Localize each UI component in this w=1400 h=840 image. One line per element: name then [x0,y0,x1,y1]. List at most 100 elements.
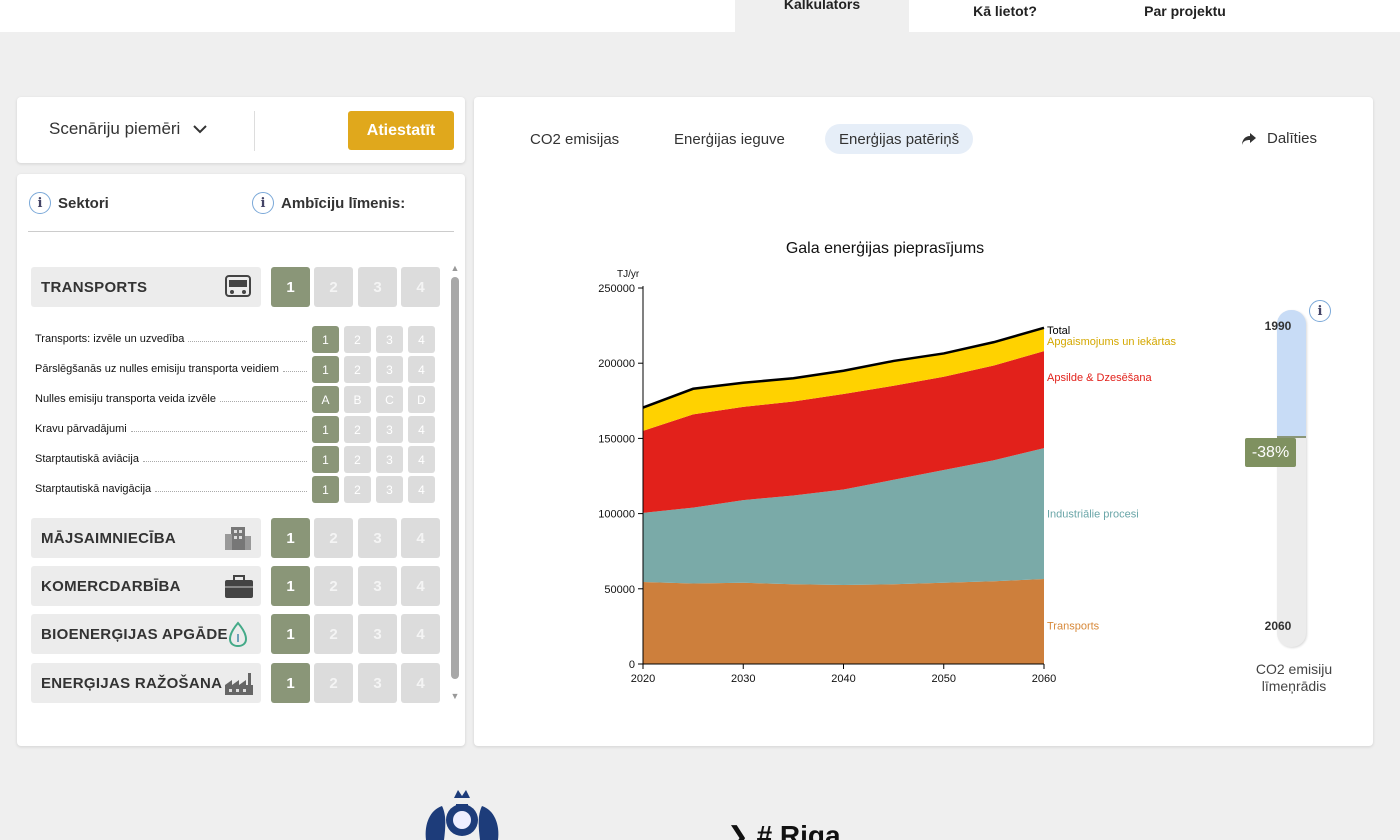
share-button[interactable]: Dalīties [1241,130,1317,147]
subsector-level-button[interactable]: 3 [376,446,403,473]
sector-label: ENERĢIJAS RAŽOŠANA [41,674,223,692]
series-label: Apgaismojums un iekārtas [1047,336,1177,348]
divider [254,111,255,151]
subsector-level-button[interactable]: 1 [312,476,339,503]
y-tick-label: 100000 [598,509,635,521]
subsector-level-button[interactable]: C [376,386,403,413]
sector-button[interactable]: MĀJSAIMNIECĪBA [31,518,261,558]
series-label: Transports [1047,621,1100,633]
subsector-level-button[interactable]: 2 [344,326,371,353]
subsector-level-button[interactable]: 3 [376,326,403,353]
ambition-level-button[interactable]: 1 [271,663,310,703]
subsector-label: Starptautiskā navigācija [35,483,152,495]
ambition-level-button[interactable]: 1 [271,614,310,654]
scroll-up-icon[interactable]: ▲ [450,263,460,273]
ambition-level-button[interactable]: 1 [271,267,310,307]
subsector-level-button[interactable]: 4 [408,416,435,443]
sectors-card: i Sektori i Ambīciju līmenis: TRANSPORTS… [17,174,465,746]
ambition-level-button[interactable]: 2 [314,566,353,606]
sector-button[interactable]: KOMERCDARBĪBA [31,566,261,606]
scenario-card: Scenāriju piemēri Atiestatīt [17,97,465,163]
subsector-level-button[interactable]: 4 [408,356,435,383]
ambition-level-button[interactable]: 3 [358,267,397,307]
ambition-level-button[interactable]: 3 [358,614,397,654]
subsector-level-button[interactable]: D [408,386,435,413]
subsector-level-button[interactable]: A [312,386,339,413]
subsector-level-button[interactable]: 1 [312,416,339,443]
factory-icon [225,673,253,695]
ambition-level-button[interactable]: 4 [401,267,440,307]
tab-energy-consumption[interactable]: Enerģijas patēriņš [825,124,974,154]
co2-meter-marker [1277,436,1306,438]
sectors-header: i Sektori [29,192,109,214]
sector-button[interactable]: BIOENERĢIJAS APGĀDE [31,614,261,654]
subsector-level-button[interactable]: 2 [344,356,371,383]
subsector-level-button[interactable]: 2 [344,476,371,503]
scrollbar-thumb[interactable] [451,277,459,679]
scenario-dropdown[interactable]: Scenāriju piemēri [49,119,208,139]
series-label: Apsilde & Dzesēšana [1047,372,1152,384]
ambition-level-button[interactable]: 4 [401,663,440,703]
subsector-level-button[interactable]: 2 [344,416,371,443]
sector-label: TRANSPORTS [41,278,148,296]
area-series-apsilde-dzes-ana [643,351,1044,513]
y-tick-label: 50000 [604,584,635,596]
dotted-leader [130,430,307,432]
subsector-level-button[interactable]: 4 [408,446,435,473]
ambition-level-button[interactable]: 2 [314,267,353,307]
tab-energy-production[interactable]: Enerģijas ieguve [674,130,785,148]
area-series-apgaismojums-un-iek-rtas [643,327,1044,431]
y-tick-label: 0 [629,659,635,671]
subsector-label: Kravu pārvadājumi [35,423,127,435]
sector-button[interactable]: TRANSPORTS [31,267,261,307]
subsector-level-button[interactable]: 4 [408,326,435,353]
y-tick-label: 200000 [598,358,635,370]
subsector-level-button[interactable]: B [344,386,371,413]
subsector-level-button[interactable]: 3 [376,356,403,383]
ambition-level-button[interactable]: 2 [314,518,353,558]
ambition-header: i Ambīciju līmenis: [252,192,405,214]
header-divider [28,231,454,232]
ambition-level-button[interactable]: 4 [401,614,440,654]
info-icon[interactable]: i [29,192,51,214]
ambition-level-button[interactable]: 3 [358,663,397,703]
top-bar: Kalkulators Kā lietot? Par projektu [0,0,1400,32]
ambition-level-button[interactable]: 3 [358,566,397,606]
tab-co2-emissions[interactable]: CO2 emisijas [530,130,620,148]
ambition-level-button[interactable]: 1 [271,566,310,606]
subsector-level-button[interactable]: 4 [408,476,435,503]
sector-button[interactable]: ENERĢIJAS RAŽOŠANA [31,663,261,703]
y-axis-label: TJ/yr [617,269,640,280]
subsector-level-button[interactable]: 2 [344,446,371,473]
subsector-row: Nulles emisiju transporta veida izvēle [35,389,309,409]
ambition-level-button[interactable]: 4 [401,566,440,606]
area-series-transports [643,579,1044,664]
subsector-row: Transports: izvēle un uzvedība [35,329,309,349]
ambition-level-button[interactable]: 4 [401,518,440,558]
share-arrow-icon [1242,132,1256,145]
subsector-level-button[interactable]: 3 [376,476,403,503]
ambition-level-button[interactable]: 2 [314,614,353,654]
dotted-leader [282,370,307,372]
dotted-leader [219,400,307,402]
subsector-level-button[interactable]: 1 [312,326,339,353]
nav-calculator[interactable]: Kalkulators [735,0,909,32]
info-icon[interactable]: i [252,192,274,214]
nav-about[interactable]: Par projektu [1144,3,1226,19]
area-series-industri-lie-procesi [643,448,1044,586]
scrollbar[interactable]: ▲ ▼ [450,263,460,701]
nav-how-to-use[interactable]: Kā lietot? [973,3,1037,19]
ambition-level-button[interactable]: 3 [358,518,397,558]
subsector-level-button[interactable]: 1 [312,356,339,383]
y-tick-label: 250000 [598,283,635,295]
subsector-level-button[interactable]: 1 [312,446,339,473]
subsector-level-button[interactable]: 3 [376,416,403,443]
meter-info-icon[interactable]: i [1309,300,1331,322]
reset-button[interactable]: Atiestatīt [348,111,454,150]
ambition-level-button[interactable]: 1 [271,518,310,558]
building-icon [225,527,251,550]
series-label-total: Total [1047,325,1070,337]
ambition-level-button[interactable]: 2 [314,663,353,703]
scroll-down-icon[interactable]: ▼ [450,691,460,701]
x-tick-label: 2060 [1032,673,1056,685]
